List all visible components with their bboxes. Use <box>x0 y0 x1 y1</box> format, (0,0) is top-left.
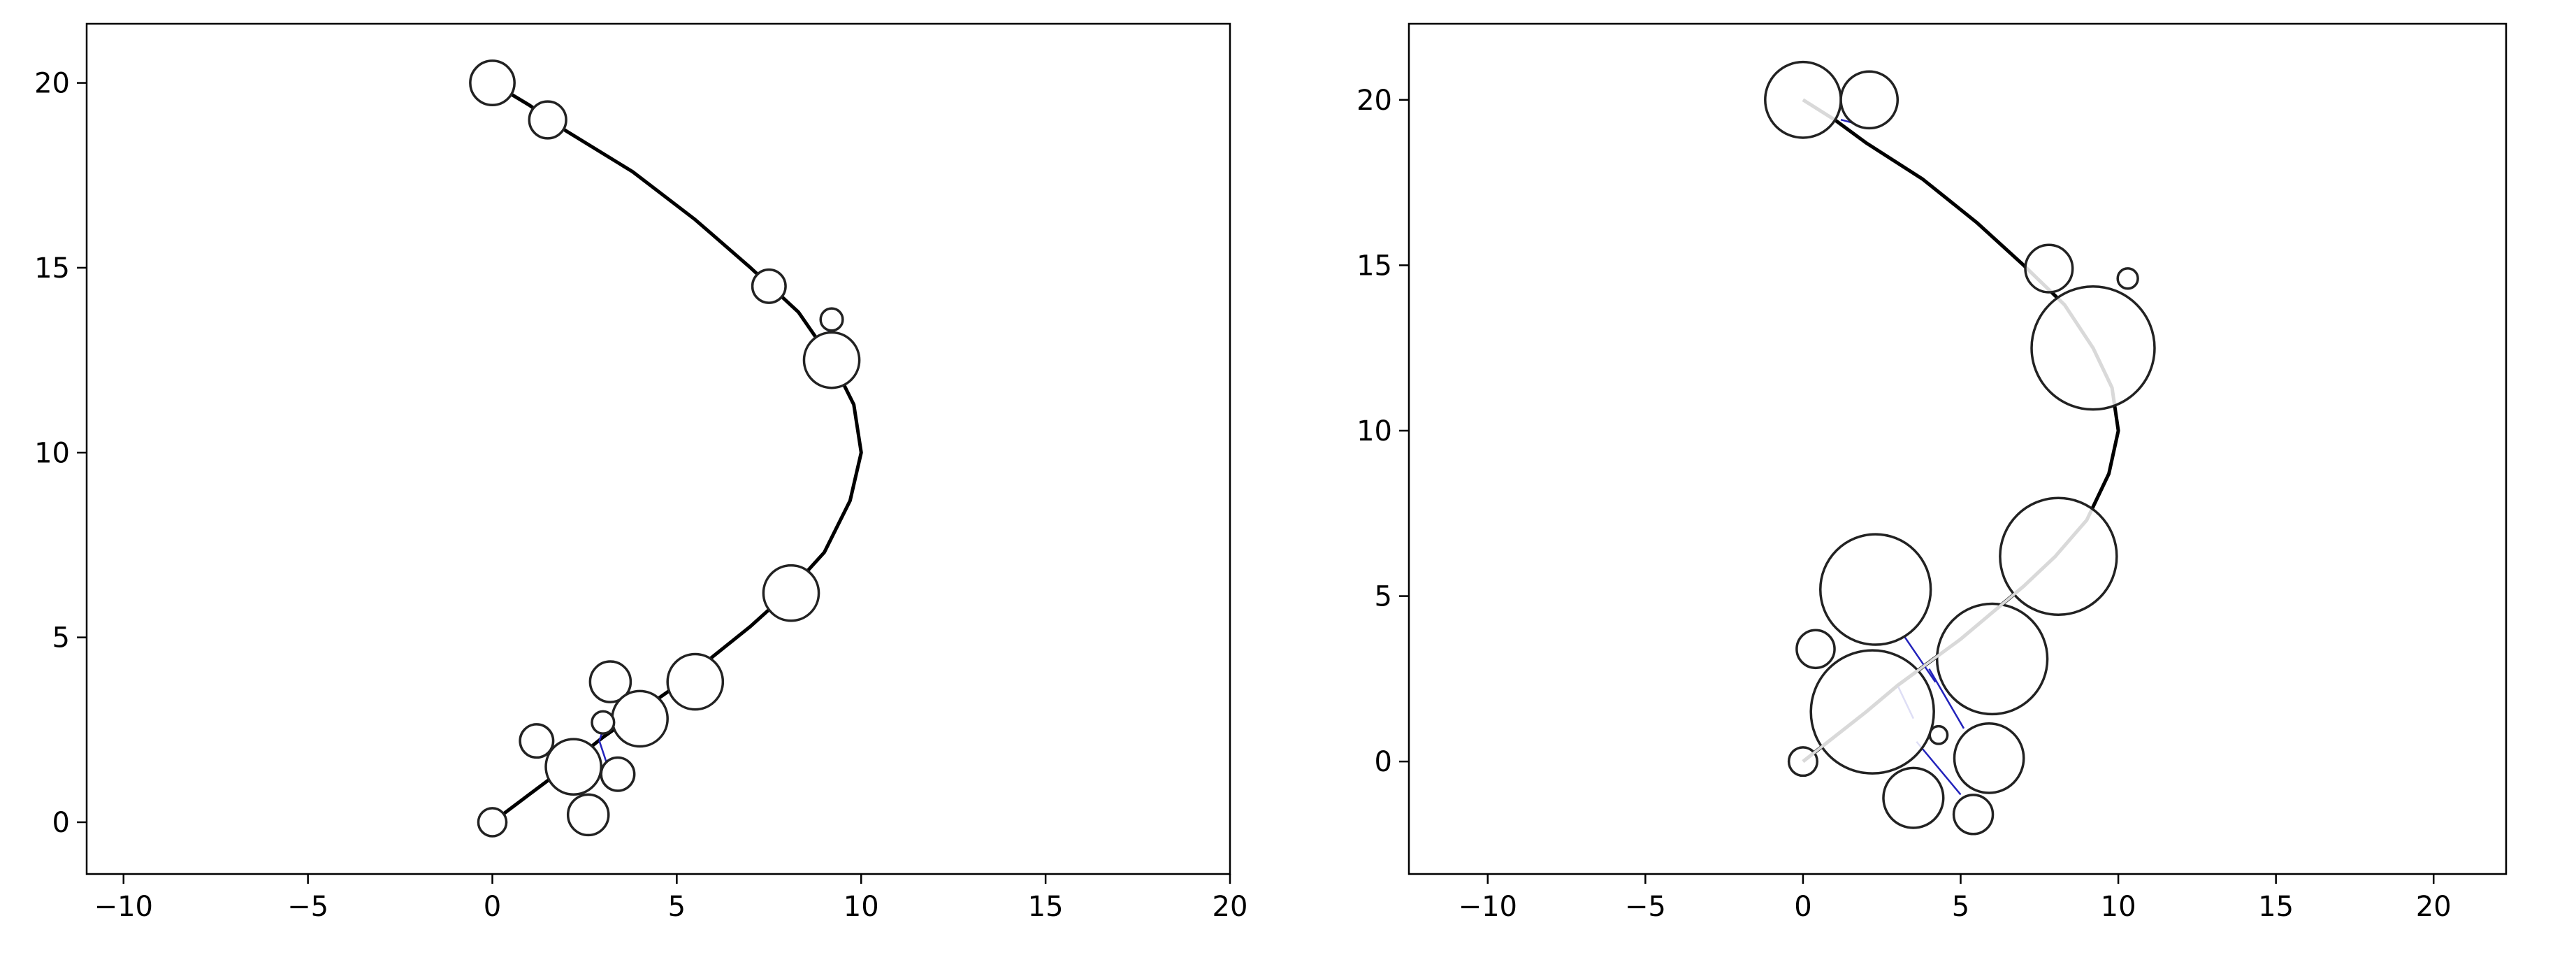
plot-content <box>469 59 863 838</box>
y-tick-label: 10 <box>1356 415 1392 447</box>
x-tick-label: 0 <box>1794 891 1811 923</box>
obstacle-circle <box>1882 766 1945 829</box>
trajectory-overlay <box>1802 555 2057 763</box>
obstacle-circle <box>751 268 787 304</box>
y-tick-label: 20 <box>34 68 70 100</box>
axes-frame <box>1408 22 2508 875</box>
x-tick-label: 15 <box>1028 891 1064 923</box>
chart-left: −10 −5 0 5 10 15 20 0 5 10 15 20 <box>34 22 1248 923</box>
plot-area <box>87 24 1230 874</box>
y-tick-label: 15 <box>1356 250 1392 282</box>
obstacle-circle <box>528 100 567 140</box>
obstacle-circle <box>1935 602 2049 716</box>
y-tick-label: 20 <box>1356 85 1392 117</box>
x-tick-label: 5 <box>1952 891 1969 923</box>
plot-content <box>1764 60 2156 836</box>
link-line <box>598 740 608 764</box>
obstacle-circle <box>819 307 844 332</box>
obstacle-circle <box>600 756 636 792</box>
axes-frame <box>85 22 1231 875</box>
link-line <box>1916 740 1962 796</box>
obstacle-circle <box>1839 70 1900 130</box>
obstacle-circle <box>2024 243 2074 294</box>
obstacle-circle <box>566 793 610 837</box>
y-tick-label: 0 <box>1375 746 1392 778</box>
obstacle-circle <box>469 59 516 107</box>
obstacle-circle <box>611 689 669 748</box>
obstacle-circle <box>1953 722 2025 794</box>
x-tick-label: −5 <box>287 891 328 923</box>
x-tick-label: 15 <box>2258 891 2294 923</box>
x-tick-label: 10 <box>2101 891 2136 923</box>
obstacle-circle <box>477 807 508 838</box>
x-tick-label: −10 <box>1459 891 1517 923</box>
obstacle-circle <box>1795 629 1836 670</box>
obstacle-circle <box>1819 533 1932 646</box>
x-tick-label: 20 <box>1213 891 1248 923</box>
x-tick-label: 0 <box>484 891 501 923</box>
x-tick-label: −5 <box>1625 891 1666 923</box>
y-tick-label: 10 <box>34 437 70 469</box>
obstacle-circle <box>519 723 555 759</box>
obstacle-circle <box>591 710 616 735</box>
obstacle-circle <box>544 738 602 796</box>
obstacle-circle <box>802 331 861 389</box>
y-tick-label: 5 <box>52 622 70 654</box>
y-tick-label: 15 <box>34 252 70 285</box>
obstacle-circle <box>1928 724 1949 745</box>
obstacle-circle <box>762 564 820 622</box>
x-tick-label: 20 <box>2416 891 2452 923</box>
chart-right: −10 −5 0 5 10 15 20 0 5 10 15 20 <box>1356 22 2508 923</box>
obstacle-circle <box>1999 496 2118 616</box>
obstacle-circle <box>1952 794 1995 836</box>
obstacle-circle <box>2116 267 2139 290</box>
obstacle-circle <box>588 660 632 703</box>
obstacle-circle <box>1764 60 1842 139</box>
obstacle-circle <box>666 652 725 711</box>
x-tick-label: −10 <box>94 891 153 923</box>
obstacle-circle <box>2030 285 2156 411</box>
link-line <box>1903 635 1937 683</box>
x-tick-label: 10 <box>844 891 879 923</box>
x-tick-label: 5 <box>668 891 686 923</box>
obstacle-circle <box>1809 649 1935 775</box>
y-tick-label: 0 <box>52 807 70 839</box>
y-tick-label: 5 <box>1375 581 1392 613</box>
plot-area <box>1409 24 2506 874</box>
link-line <box>1928 668 1965 729</box>
